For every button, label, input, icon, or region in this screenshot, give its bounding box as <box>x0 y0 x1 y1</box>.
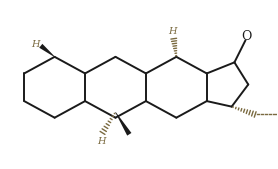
Polygon shape <box>39 44 55 57</box>
Text: H: H <box>168 27 177 37</box>
Text: H: H <box>31 40 39 49</box>
Text: H: H <box>97 137 106 146</box>
Text: O: O <box>242 30 252 43</box>
Polygon shape <box>115 112 131 136</box>
